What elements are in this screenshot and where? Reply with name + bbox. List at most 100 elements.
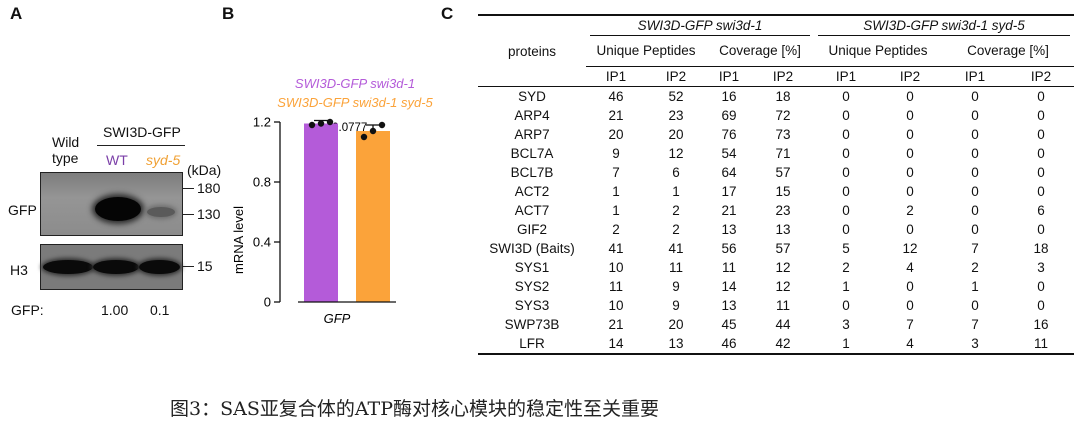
value-cell: 0 bbox=[906, 297, 914, 313]
value-cell: 13 bbox=[721, 221, 737, 237]
value-cell: 2 bbox=[906, 202, 914, 218]
value-cell: 57 bbox=[775, 240, 791, 256]
value-cell: 5 bbox=[842, 240, 850, 256]
value-cell: 11 bbox=[1008, 333, 1074, 355]
value-cell: 2 bbox=[971, 259, 979, 275]
value-cell: 52 bbox=[668, 88, 684, 104]
value-cell: 10 bbox=[608, 297, 624, 313]
value-cell: 3 bbox=[842, 316, 850, 332]
quant-wt: 1.00 bbox=[101, 302, 129, 318]
legend-swi3d: SWI3D-GFP swi3d-1 bbox=[295, 76, 415, 91]
marker-15-tick bbox=[182, 266, 194, 267]
protein-name: ARP7 bbox=[514, 126, 550, 142]
table-row: GIF2 2 2 13 13 0 0 0 0 bbox=[478, 220, 1074, 239]
table-row: SWI3D (Baits) 41 41 56 57 5 12 7 18 bbox=[478, 239, 1074, 258]
y-tick-label: 0 bbox=[264, 295, 271, 310]
value-cell: 0 bbox=[842, 183, 850, 199]
table-row: ACT7 1 2 21 23 0 2 0 6 bbox=[478, 201, 1074, 220]
bar-2 bbox=[356, 131, 390, 302]
value-cell: 0 bbox=[906, 107, 914, 123]
value-cell: 0 bbox=[1037, 221, 1045, 237]
marker-130: 130 bbox=[197, 206, 221, 222]
table-row: ACT2 1 1 17 15 0 0 0 0 bbox=[478, 182, 1074, 201]
value-cell: 0 bbox=[906, 126, 914, 142]
value-cell: 2 bbox=[672, 202, 680, 218]
value-cell: 0 bbox=[1037, 145, 1045, 161]
value-cell: 0 bbox=[1037, 183, 1045, 199]
value-cell: 7 bbox=[971, 316, 979, 332]
x-axis-label: GFP bbox=[324, 311, 351, 326]
marker-15: 15 bbox=[197, 258, 213, 274]
value-cell: 0 bbox=[842, 126, 850, 142]
value-cell: 0 bbox=[842, 164, 850, 180]
mrna-chart: SWI3D-GFP swi3d-1 SWI3D-GFP swi3d-1 syd-… bbox=[231, 76, 434, 326]
data-point bbox=[326, 118, 334, 126]
value-cell: 0 bbox=[906, 278, 914, 294]
y-tick-label: 1.2 bbox=[253, 115, 271, 130]
value-cell: 9 bbox=[612, 145, 620, 161]
wild-type-line-2: type bbox=[52, 150, 79, 166]
ip1-header: IP1 bbox=[942, 66, 1008, 87]
value-cell: 21 bbox=[608, 107, 624, 123]
value-cell: 44 bbox=[775, 316, 791, 332]
value-cell: 23 bbox=[775, 202, 791, 218]
value-cell: 14 bbox=[586, 333, 646, 355]
protein-name: SYS1 bbox=[514, 259, 550, 275]
value-cell: 20 bbox=[608, 126, 624, 142]
unique-peptides-header-1: Unique Peptides bbox=[586, 36, 706, 67]
value-cell: 72 bbox=[775, 107, 791, 123]
value-cell: 11 bbox=[775, 297, 790, 313]
ip1-header: IP1 bbox=[706, 66, 752, 87]
data-point bbox=[369, 127, 377, 135]
value-cell: 0 bbox=[842, 88, 850, 104]
y-axis-label: mRNA level bbox=[231, 206, 246, 274]
value-cell: 1 bbox=[814, 333, 878, 355]
value-cell: 71 bbox=[775, 145, 791, 161]
value-cell: 0 bbox=[842, 297, 850, 313]
value-cell: 0 bbox=[971, 145, 979, 161]
bar-1 bbox=[304, 123, 338, 302]
value-cell: 0 bbox=[906, 221, 914, 237]
value-cell: 1 bbox=[842, 278, 850, 294]
value-cell: 1 bbox=[971, 278, 979, 294]
value-cell: 2 bbox=[842, 259, 850, 275]
panel-b-letter: B bbox=[222, 4, 235, 23]
marker-180-tick bbox=[182, 188, 194, 189]
marker-130-tick bbox=[182, 214, 194, 215]
h3-band-3 bbox=[139, 260, 180, 274]
protein-name: SWP73B bbox=[504, 316, 560, 332]
value-cell: 7 bbox=[971, 240, 979, 256]
value-cell: 0 bbox=[1037, 164, 1045, 180]
value-cell: 54 bbox=[721, 145, 737, 161]
table-row: LFR 14 13 46 42 1 4 3 11 bbox=[478, 333, 1074, 355]
h3-blot bbox=[40, 244, 183, 290]
value-cell: 11 bbox=[668, 259, 683, 275]
value-cell: 46 bbox=[608, 88, 624, 104]
value-cell: 0 bbox=[1037, 126, 1045, 142]
value-cell: 3 bbox=[942, 333, 1008, 355]
value-cell: 1 bbox=[612, 183, 620, 199]
value-cell: 20 bbox=[668, 126, 684, 142]
value-cell: 0 bbox=[906, 183, 914, 199]
group-1-rule bbox=[590, 35, 810, 36]
value-cell: 16 bbox=[1033, 316, 1049, 332]
h3-row-label: H3 bbox=[10, 262, 28, 278]
y-tick-label: 0.8 bbox=[253, 175, 271, 190]
value-cell: 0 bbox=[1037, 88, 1045, 104]
value-cell: 73 bbox=[775, 126, 791, 142]
value-cell: 2 bbox=[612, 221, 620, 237]
panel-a-letter: A bbox=[10, 4, 23, 23]
ip2-header: IP2 bbox=[878, 66, 942, 87]
proteins-header: proteins bbox=[507, 43, 557, 59]
value-cell: 7 bbox=[906, 316, 914, 332]
value-cell: 12 bbox=[775, 278, 791, 294]
value-cell: 69 bbox=[721, 107, 737, 123]
value-cell: 57 bbox=[775, 164, 791, 180]
value-cell: 56 bbox=[721, 240, 737, 256]
gfp-band-wt bbox=[95, 197, 141, 221]
value-cell: 20 bbox=[668, 316, 684, 332]
ip2-header: IP2 bbox=[646, 66, 706, 87]
swi3d-gfp-underline bbox=[97, 145, 185, 146]
value-cell: 0 bbox=[971, 297, 979, 313]
value-cell: 6 bbox=[672, 164, 680, 180]
